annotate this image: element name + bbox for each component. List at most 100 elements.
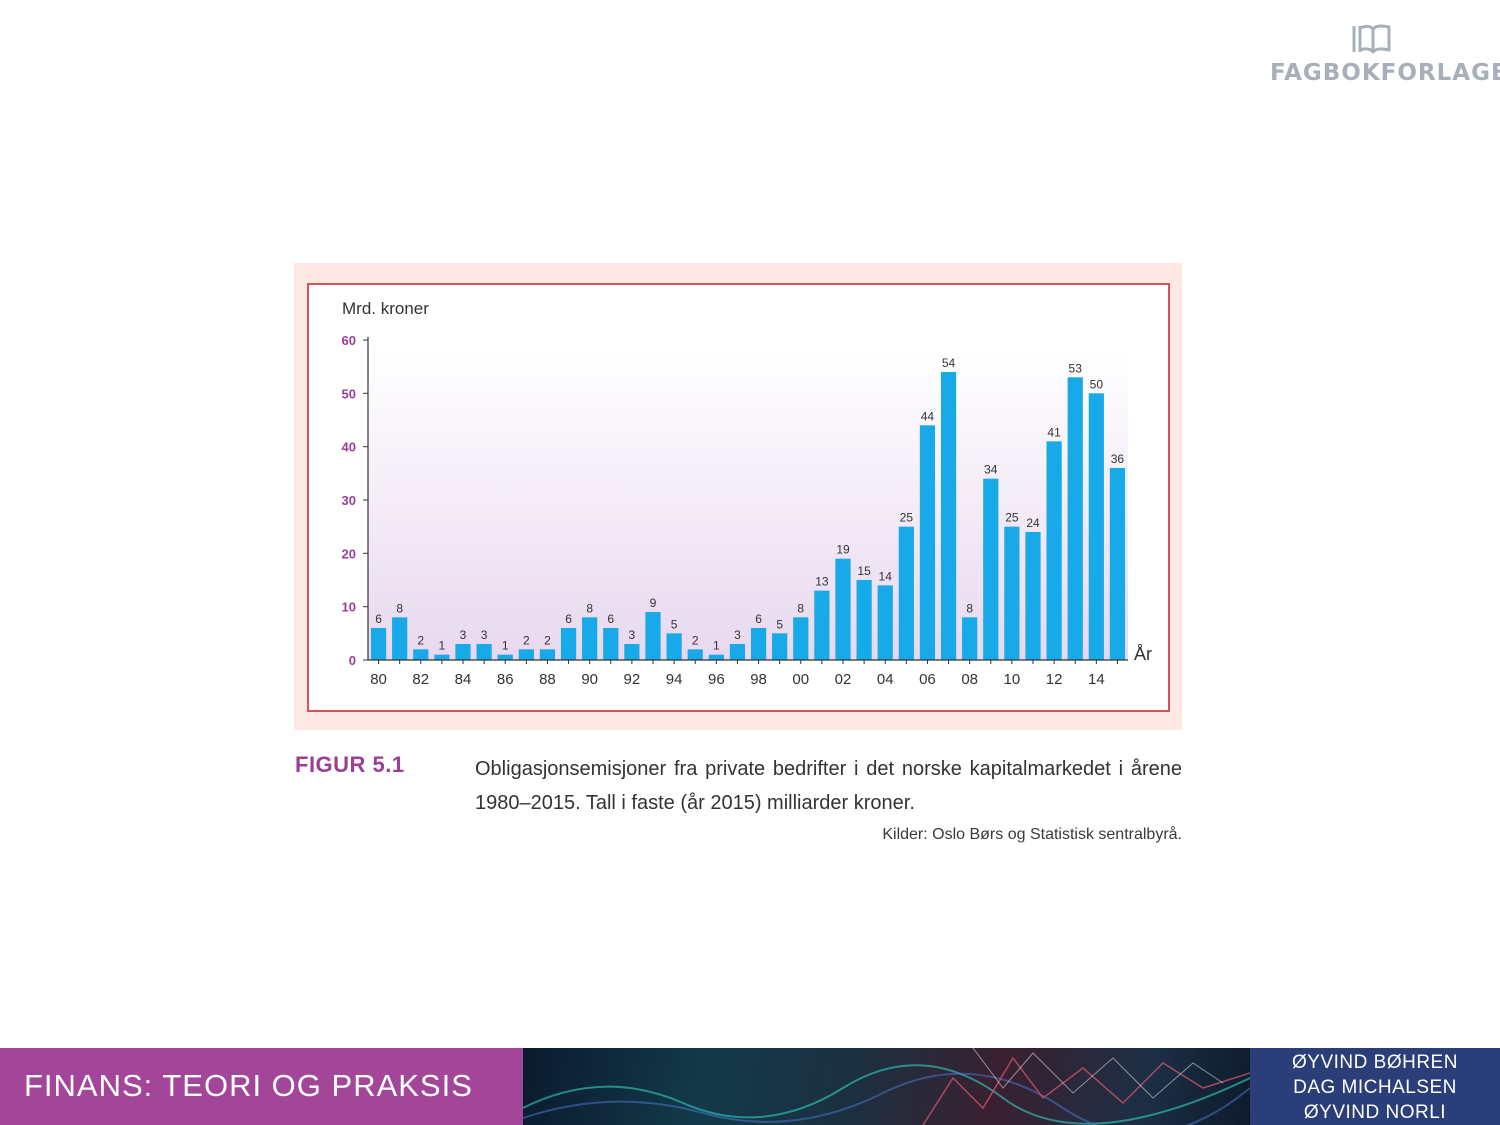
bar-value-label: 3 — [629, 628, 636, 642]
x-tick-label: 94 — [666, 671, 683, 688]
x-tick-label: 80 — [370, 671, 387, 688]
bar-value-label: 2 — [523, 633, 530, 647]
y-tick-label: 60 — [342, 333, 356, 348]
footer: FINANS: TEORI OG PRAKSIS ØYVIND BØHREN D… — [0, 1048, 1500, 1125]
bar — [666, 633, 682, 660]
bar-value-label: 6 — [375, 612, 382, 626]
x-tick-label: 92 — [624, 671, 641, 688]
x-tick-label: 10 — [1004, 671, 1021, 688]
x-tick-label: 14 — [1088, 671, 1105, 688]
bar-value-label: 5 — [776, 617, 783, 631]
plot-background — [368, 351, 1128, 660]
y-tick-label: 10 — [342, 600, 356, 615]
bar — [983, 478, 999, 660]
bar — [856, 580, 872, 660]
bar-value-label: 8 — [586, 601, 593, 615]
bar — [1025, 532, 1041, 660]
bar-value-label: 5 — [671, 617, 678, 631]
bar-value-label: 6 — [607, 612, 614, 626]
bar-value-label: 1 — [713, 639, 720, 653]
bar-value-label: 9 — [650, 596, 657, 610]
footer-decorative-image — [523, 1048, 1250, 1125]
x-tick-label: 82 — [412, 671, 429, 688]
bar — [877, 585, 893, 660]
bar-value-label: 14 — [879, 569, 893, 583]
bar — [898, 526, 914, 660]
bar — [1046, 441, 1062, 660]
book-logo-icon — [1352, 24, 1390, 54]
x-tick-label: 90 — [581, 671, 598, 688]
bar — [413, 649, 429, 660]
bar-value-label: 50 — [1090, 377, 1104, 391]
bar — [370, 628, 387, 660]
bar-value-label: 53 — [1069, 361, 1083, 375]
bar — [476, 644, 492, 660]
bar — [1109, 468, 1126, 660]
figure-label: FIGUR 5.1 — [295, 752, 405, 777]
bar-value-label: 41 — [1047, 425, 1061, 439]
author-name: ØYVIND BØHREN — [1292, 1052, 1458, 1073]
x-axis-label: År — [1134, 644, 1152, 664]
x-tick-label: 08 — [961, 671, 978, 688]
bar — [392, 617, 408, 660]
x-tick-label: 98 — [750, 671, 767, 688]
bar — [624, 644, 640, 660]
publisher-name: FAGBOKFORLAGET — [1270, 60, 1500, 86]
y-tick-label: 40 — [342, 440, 356, 455]
bar-value-label: 25 — [1005, 511, 1019, 525]
bar-value-label: 54 — [942, 356, 956, 370]
bar-value-label: 36 — [1111, 452, 1125, 466]
bar-value-label: 6 — [565, 612, 572, 626]
y-tick-label: 50 — [342, 386, 356, 401]
bar — [750, 628, 767, 660]
bar — [835, 558, 851, 660]
bar — [687, 649, 703, 660]
bar-value-label: 1 — [439, 639, 446, 653]
bar — [919, 425, 936, 660]
bar-value-label: 8 — [797, 601, 804, 615]
bar — [560, 628, 577, 660]
x-tick-label: 00 — [792, 671, 809, 688]
footer-title-box: FINANS: TEORI OG PRAKSIS — [0, 1048, 523, 1125]
bar — [729, 644, 746, 660]
bar-value-label: 3 — [481, 628, 488, 642]
bar — [497, 654, 513, 660]
bar-value-label: 8 — [396, 601, 403, 615]
bar-value-label: 6 — [755, 612, 762, 626]
y-axis-label: Mrd. kroner — [342, 299, 429, 318]
bar-value-label: 2 — [544, 633, 551, 647]
bar-value-label: 13 — [815, 575, 829, 589]
bar — [582, 617, 598, 660]
bar — [772, 633, 788, 660]
bar — [518, 649, 534, 660]
x-tick-label: 84 — [455, 671, 472, 688]
bar — [814, 590, 830, 660]
bar-value-label: 2 — [417, 633, 424, 647]
bar-value-label: 25 — [900, 511, 914, 525]
author-name: ØYVIND NORLI — [1303, 1102, 1447, 1123]
bar — [434, 654, 450, 660]
bar — [708, 654, 724, 660]
bar — [1004, 526, 1020, 660]
x-tick-label: 02 — [835, 671, 852, 688]
bar — [793, 617, 809, 660]
bar — [1088, 393, 1104, 660]
bar-value-label: 1 — [502, 639, 509, 653]
bar — [940, 372, 957, 660]
book-authors: ØYVIND BØHREN DAG MICHALSEN ØYVIND NORLI — [1250, 1048, 1500, 1125]
bar-value-label: 2 — [692, 633, 699, 647]
publisher-logo: FAGBOKFORLAGET — [1270, 22, 1500, 86]
figure-source: Kilder: Oslo Børs og Statistisk sentralb… — [882, 826, 1182, 843]
bar-value-label: 3 — [460, 628, 467, 642]
x-tick-label: 12 — [1046, 671, 1063, 688]
x-tick-label: 96 — [708, 671, 725, 688]
bar — [539, 649, 556, 660]
book-title: FINANS: TEORI OG PRAKSIS — [24, 1068, 473, 1103]
y-tick-label: 20 — [342, 546, 356, 561]
x-tick-label: 86 — [497, 671, 514, 688]
x-tick-label: 06 — [919, 671, 936, 688]
bar — [455, 644, 471, 660]
y-tick-label: 30 — [342, 493, 356, 508]
